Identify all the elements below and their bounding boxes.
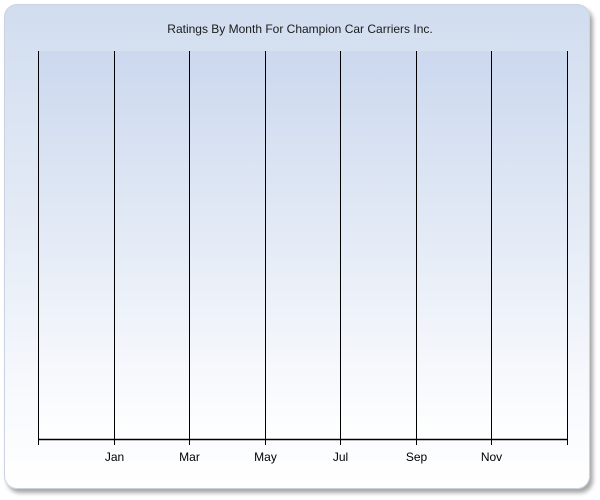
x-tick-label: Jan <box>105 450 124 464</box>
chart-title: Ratings By Month For Champion Car Carrie… <box>167 22 433 36</box>
x-tick-label: Jul <box>333 450 348 464</box>
x-tick-label: Sep <box>406 450 428 464</box>
x-tick-label: Mar <box>179 450 200 464</box>
x-tick-label: May <box>254 450 277 464</box>
x-tick-label: Nov <box>481 450 502 464</box>
plot-area <box>38 51 567 439</box>
